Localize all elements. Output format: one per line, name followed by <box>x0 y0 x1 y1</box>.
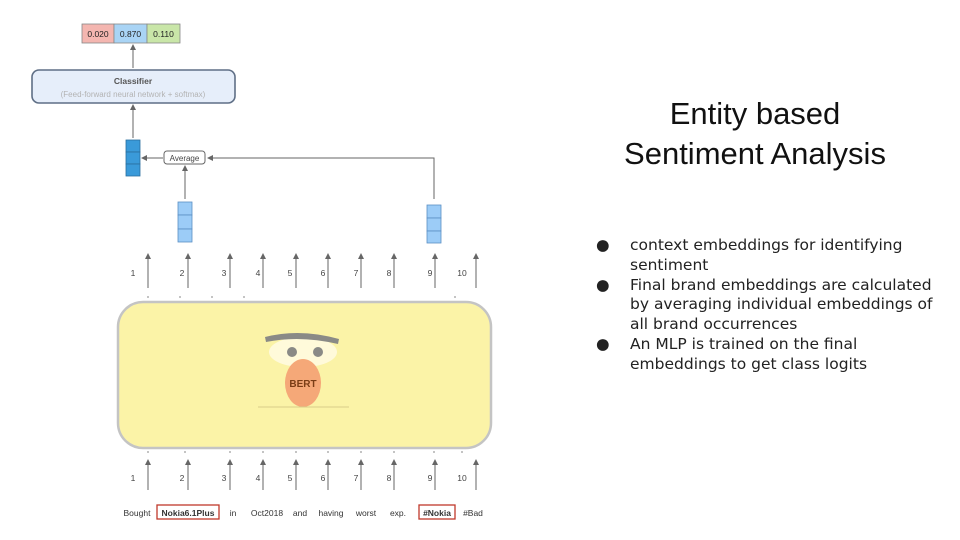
connection-dot <box>454 296 456 298</box>
connection-dot <box>433 451 435 453</box>
final-brand-embedding <box>125 139 141 177</box>
input-token: #Bad <box>463 508 483 518</box>
bullet-list: ● context embeddings for identifying sent… <box>596 236 948 375</box>
bullet-dot-icon: ● <box>596 275 610 294</box>
bullet-text: An MLP is trained on the final embedding… <box>630 335 868 373</box>
input-position-number: 1 <box>131 473 136 483</box>
title-line-1: Entity based <box>669 96 841 131</box>
input-position-number: 9 <box>428 473 433 483</box>
slide-title: Entity based Sentiment Analysis <box>600 94 910 175</box>
bert-face-icon <box>258 332 349 408</box>
input-token: Oct2018 <box>251 508 283 518</box>
input-token: Bought <box>124 508 152 518</box>
prob-positive-value: 0.110 <box>153 29 174 39</box>
connection-dot <box>393 451 395 453</box>
bullet-dot-icon: ● <box>596 335 610 354</box>
brand-token-highlight <box>156 504 220 520</box>
input-position-number: 8 <box>387 473 392 483</box>
output-position-number: 8 <box>387 268 392 278</box>
input-position-number: 6 <box>321 473 326 483</box>
bullet-dot-icon: ● <box>596 236 610 254</box>
input-position-number: 5 <box>288 473 293 483</box>
title-line-2: Sentiment Analysis <box>624 136 886 172</box>
prob-neutral-value: 0.870 <box>120 29 142 39</box>
brand-token: Nokia6.1Plus <box>162 508 215 518</box>
input-arrows <box>145 459 479 490</box>
prob-positive-cell <box>146 23 181 44</box>
input-token: exp. <box>390 508 406 518</box>
input-token: and <box>293 508 307 518</box>
output-position-number: 10 <box>457 268 467 278</box>
input-position-number: 7 <box>354 473 359 483</box>
output-position-number: 1 <box>131 268 136 278</box>
bert-label: BERT <box>289 379 316 390</box>
output-position-number: 2 <box>180 268 185 278</box>
classifier-title: Classifier <box>114 76 153 86</box>
connection-dot <box>243 296 245 298</box>
average-node: Average <box>163 150 206 165</box>
input-sentence: Bought Nokia6.1Plus in Oct2018 and having wors… <box>124 504 483 520</box>
brand-token: #Nokia <box>423 508 451 518</box>
output-position-number: 5 <box>288 268 293 278</box>
brand-embedding-token2 <box>177 201 193 243</box>
bullet-item: ● An MLP is trained on the final embeddin… <box>596 335 948 375</box>
connection-dot <box>147 451 149 453</box>
classifier-box: Classifier (Feed-forward neural network … <box>31 69 236 104</box>
input-position-labels: 1 2 3 4 5 6 7 8 9 10 <box>131 473 467 483</box>
bullet-text: Final brand embeddings are calculated by… <box>630 275 933 334</box>
input-token: worst <box>355 508 377 518</box>
probability-output: 0.020 0.870 0.110 <box>81 23 181 44</box>
connection-dot <box>147 296 149 298</box>
input-position-number: 2 <box>180 473 185 483</box>
connection-dot <box>295 451 297 453</box>
connection-dot <box>184 451 186 453</box>
input-position-number: 4 <box>256 473 261 483</box>
connection-dots <box>147 296 463 453</box>
brand-token-highlight <box>418 504 456 520</box>
bullet-item: ● context embeddings for identifying sent… <box>596 236 948 276</box>
classifier-subtitle: (Feed-forward neural network + softmax) <box>61 90 206 99</box>
output-position-labels: 1 2 3 4 5 6 7 8 9 10 <box>131 268 467 278</box>
output-position-number: 4 <box>256 268 261 278</box>
bert-model: BERT <box>116 300 493 450</box>
average-label: Average <box>170 154 200 163</box>
connection-dot <box>327 451 329 453</box>
bullet-item: ● Final brand embeddings are calculated b… <box>596 276 948 335</box>
input-token: in <box>230 508 237 518</box>
connection-dot <box>360 451 362 453</box>
output-arrows <box>145 253 479 288</box>
output-position-number: 3 <box>222 268 227 278</box>
brand-embedding-token9 <box>426 204 442 244</box>
connection-dot <box>262 451 264 453</box>
input-position-number: 3 <box>222 473 227 483</box>
arrow-token9-to-average <box>207 155 435 199</box>
bullet-text: context embeddings for identifying senti… <box>630 236 903 274</box>
connection-dot <box>461 451 463 453</box>
output-position-number: 9 <box>428 268 433 278</box>
output-position-number: 6 <box>321 268 326 278</box>
output-position-number: 7 <box>354 268 359 278</box>
input-token: having <box>318 508 343 518</box>
connection-dot <box>179 296 181 298</box>
connection-dot <box>229 451 231 453</box>
prob-negative-value: 0.020 <box>87 29 109 39</box>
connection-dot <box>211 296 213 298</box>
bert-diagram: 0.020 0.870 0.110 Classifier (Feed-forwa… <box>31 23 493 520</box>
input-position-number: 10 <box>457 473 467 483</box>
